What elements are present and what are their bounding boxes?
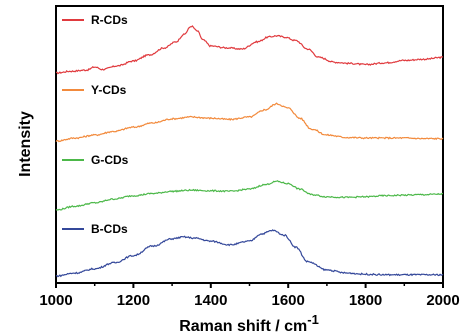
legend-label-b-cds: B-CDs [91,222,128,236]
x-tick-label-1800: 1800 [349,292,382,309]
x-axis-title-superscript: -1 [307,312,319,327]
x-axis-ticks: 1000 1200 1400 1600 1800 2000 [39,283,460,309]
x-tick-label-1600: 1600 [272,292,305,309]
series-line-g-cds [55,180,443,211]
series-line-b-cds [55,229,444,278]
y-axis-title: Intensity [17,111,34,177]
x-tick-label-1000: 1000 [39,292,72,309]
x-tick-label-2000: 2000 [426,292,459,309]
legend-label-y-cds: Y-CDs [91,83,127,97]
x-axis-title: Raman shift / cm-1 [179,312,319,335]
legend-layer: R-CDs Y-CDs G-CDs B-CDs [62,13,129,236]
legend-label-g-cds: G-CDs [91,153,129,167]
x-tick-label-1400: 1400 [194,292,227,309]
series-layer [55,25,444,278]
legend-label-r-cds: R-CDs [91,13,128,27]
x-axis-title-text: Raman shift / cm [179,318,307,335]
series-line-y-cds [55,102,444,143]
x-tick-label-1200: 1200 [117,292,150,309]
series-line-r-cds [56,25,444,75]
